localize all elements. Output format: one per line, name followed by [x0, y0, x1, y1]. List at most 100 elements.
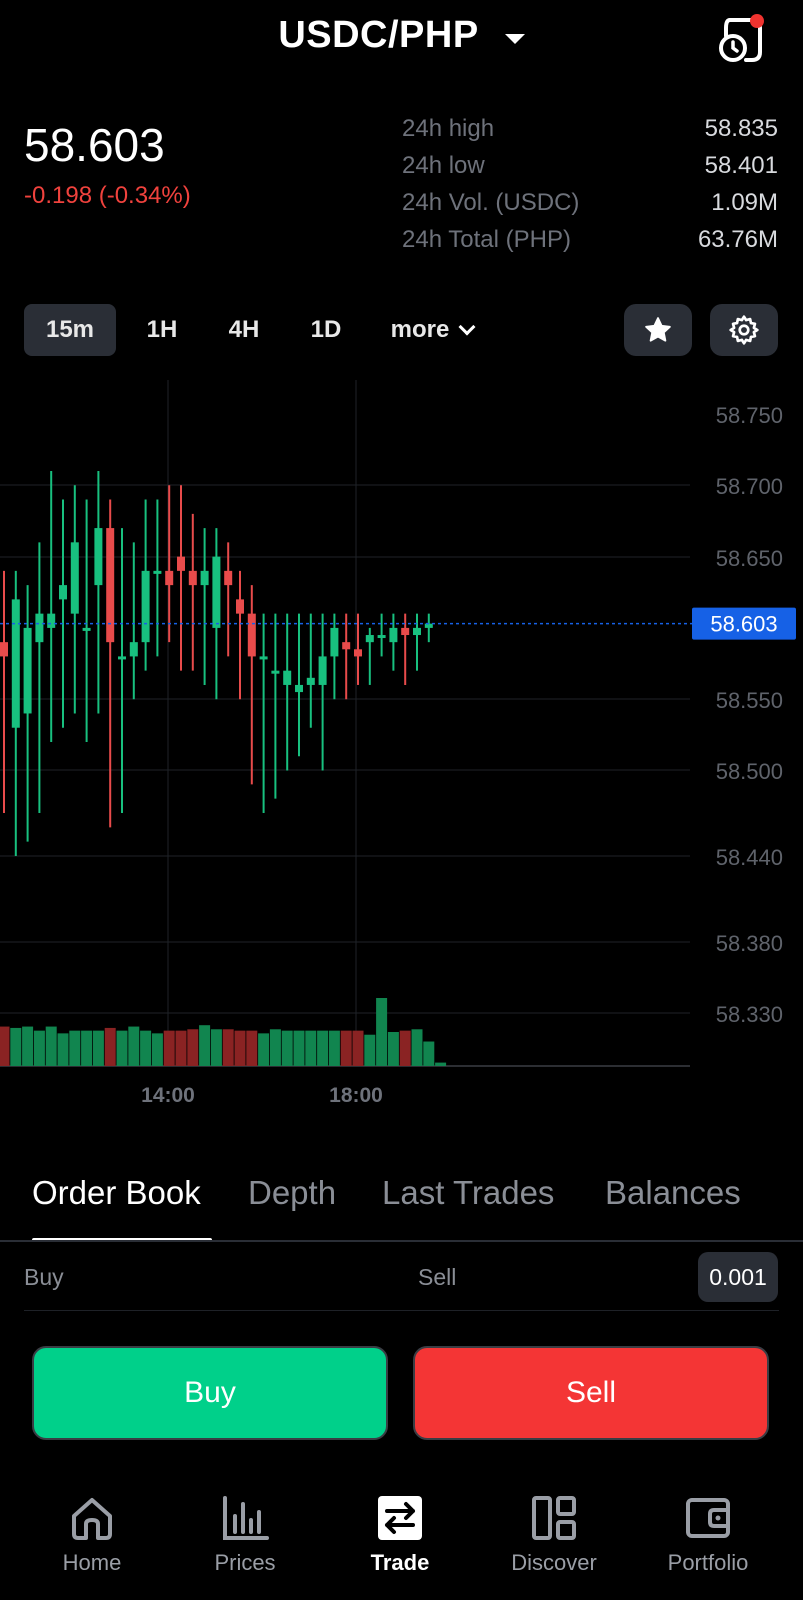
- precision-selector[interactable]: 0.001: [698, 1252, 778, 1302]
- volume-bar: [22, 1026, 34, 1066]
- y-tick-label: 58.500: [716, 759, 783, 784]
- nav-label: Trade: [370, 1550, 430, 1575]
- star-icon: [645, 317, 671, 342]
- interval-15m[interactable]: 15m: [24, 304, 116, 356]
- volume-bar: [222, 1029, 234, 1066]
- tab-last-trades[interactable]: Last Trades: [382, 1174, 555, 1211]
- divider: [0, 1240, 803, 1242]
- candle-body: [413, 627, 421, 636]
- volume-bar: [305, 1030, 317, 1066]
- volume-bar: [234, 1030, 246, 1066]
- header: USDC/PHP: [0, 0, 803, 80]
- volume-bar: [0, 1026, 10, 1066]
- candle-body: [212, 556, 221, 628]
- candle-body: [389, 627, 398, 643]
- orderbook-sell-label: Sell: [418, 1264, 457, 1290]
- current-price-label: 58.603: [710, 612, 777, 637]
- stat-row-high: 24h high 58.835: [402, 110, 778, 147]
- sell-button[interactable]: Sell: [413, 1346, 769, 1440]
- favorite-button[interactable]: [624, 304, 692, 356]
- volume-bar: [104, 1027, 116, 1066]
- volume-bar: [163, 1030, 175, 1066]
- volume-bar: [210, 1029, 222, 1066]
- volume-bar: [92, 1030, 104, 1066]
- volume-bar: [328, 1030, 340, 1066]
- candle-body: [35, 613, 44, 643]
- candle-body: [177, 556, 185, 571]
- stat-row-total: 24h Total (PHP) 63.76M: [402, 221, 778, 258]
- candle-body: [342, 642, 351, 650]
- nav-label: Prices: [214, 1550, 276, 1575]
- nav-prices[interactable]: Prices: [175, 1494, 315, 1576]
- orderbook-header: Buy Sell 0.001: [0, 1250, 803, 1306]
- volume-bar: [81, 1030, 93, 1066]
- candle-body: [47, 613, 56, 628]
- interval-more[interactable]: more: [372, 304, 492, 356]
- volume-bar: [293, 1030, 305, 1066]
- tab-balances[interactable]: Balances: [605, 1174, 741, 1211]
- current-price-tag: [692, 607, 796, 640]
- nav-portfolio[interactable]: Portfolio: [638, 1494, 778, 1576]
- candle-body: [318, 656, 327, 685]
- candle-body: [141, 570, 150, 643]
- volume-bar: [387, 1032, 399, 1066]
- stat-label: 24h low: [402, 151, 485, 179]
- nav-label: Home: [62, 1550, 122, 1575]
- y-tick-label: 58.380: [716, 931, 783, 956]
- stat-row-volume: 24h Vol. (USDC) 1.09M: [402, 184, 778, 221]
- volume-bar: [33, 1030, 45, 1066]
- candle-body: [118, 656, 126, 660]
- wallet-icon: [686, 1498, 730, 1538]
- price-change: -0.198 (-0.34%): [24, 182, 191, 209]
- history-button[interactable]: [716, 14, 766, 66]
- interval-selector: 15m 1H 4H 1D more: [24, 304, 492, 356]
- stat-value: 1.09M: [711, 188, 778, 216]
- volume-bar: [258, 1033, 270, 1066]
- nav-discover[interactable]: Discover: [484, 1494, 624, 1576]
- candle-body: [259, 656, 268, 660]
- y-tick-label: 58.700: [716, 474, 783, 499]
- candlestick-chart[interactable]: 58.750 58.700 58.650 58.550 58.500 58.440 58.3…: [0, 380, 803, 1120]
- candle-body: [188, 570, 197, 586]
- divider: [24, 1310, 779, 1311]
- orderbook-buy-label: Buy: [24, 1264, 64, 1290]
- panel-tabs: Order Book Depth Last Trades Balances: [0, 1166, 803, 1242]
- nav-home[interactable]: Home: [22, 1494, 162, 1576]
- nav-trade[interactable]: Trade: [330, 1494, 470, 1576]
- volume-bar: [69, 1030, 81, 1066]
- candle-body: [200, 570, 209, 586]
- tab-depth[interactable]: Depth: [248, 1174, 337, 1211]
- y-tick-label: 58.440: [716, 845, 783, 870]
- bottom-nav: Home Prices Trade Discover Portfolio: [0, 1480, 803, 1600]
- volume-bar: [317, 1030, 329, 1066]
- nav-label: Discover: [511, 1550, 597, 1575]
- volume-bar: [151, 1033, 163, 1066]
- volume-bar: [199, 1025, 211, 1066]
- y-tick-label: 58.330: [716, 1002, 783, 1027]
- pair-selector[interactable]: USDC/PHP: [0, 14, 803, 57]
- interval-4h[interactable]: 4H: [228, 316, 260, 343]
- stat-value: 58.835: [704, 114, 778, 142]
- buy-button[interactable]: Buy: [32, 1346, 388, 1440]
- chart-settings-button[interactable]: [710, 304, 778, 356]
- stat-value: 58.401: [704, 151, 778, 179]
- candle-body: [365, 635, 374, 643]
- notification-dot: [750, 14, 764, 28]
- interval-1d[interactable]: 1D: [310, 316, 342, 343]
- stat-label: 24h high: [402, 114, 495, 142]
- candle-body: [106, 528, 115, 643]
- candle-body: [295, 684, 303, 693]
- y-tick-label: 58.550: [716, 688, 783, 713]
- more-label: more: [390, 316, 450, 343]
- tab-order-book[interactable]: Order Book: [32, 1174, 201, 1211]
- last-price: 58.603: [24, 119, 165, 171]
- volume-bar: [45, 1026, 57, 1066]
- volume-bar: [10, 1027, 22, 1066]
- candle-body: [94, 528, 103, 586]
- candle-body: [271, 670, 280, 674]
- candle-body: [401, 627, 410, 636]
- interval-1h[interactable]: 1H: [146, 316, 178, 343]
- candle-body: [129, 642, 138, 657]
- gear-icon: [729, 315, 759, 345]
- stats-panel: 24h high 58.835 24h low 58.401 24h Vol. …: [402, 110, 778, 258]
